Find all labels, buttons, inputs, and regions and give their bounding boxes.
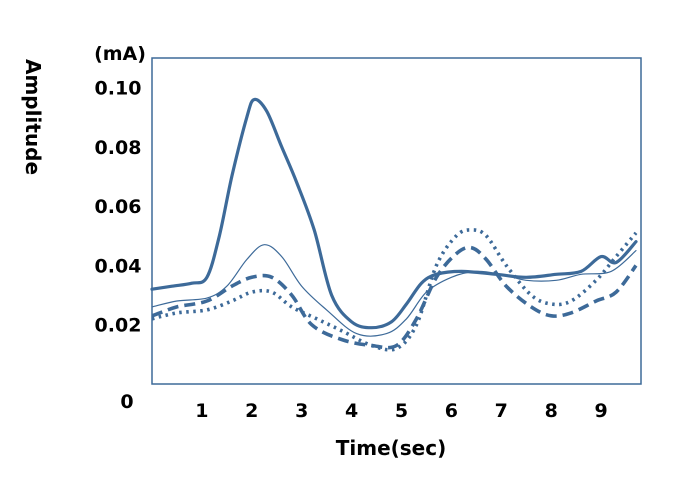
series-line-1-solid-thick xyxy=(150,97,638,330)
y-unit-label: (mA) xyxy=(94,43,146,65)
y-tick-label: 0.06 xyxy=(95,196,142,218)
y-tick-label: 0.02 xyxy=(95,315,142,337)
x-tick-label: 3 xyxy=(295,400,308,422)
y-tick-label: 0.10 xyxy=(95,78,142,100)
plot-frame xyxy=(151,57,642,385)
origin-label: 0 xyxy=(120,391,133,413)
series-line-4-dotted xyxy=(151,228,638,352)
x-tick-labels: 1 2 3 4 5 6 7 8 9 xyxy=(195,400,607,422)
y-tick-label: 0.08 xyxy=(95,137,142,159)
series-line-3-dashed xyxy=(151,245,638,350)
x-tick-label: 1 xyxy=(195,400,208,422)
x-tick-label: 6 xyxy=(445,400,458,422)
x-tick-label: 2 xyxy=(245,400,258,422)
y-axis-label: Amplitude xyxy=(21,59,45,175)
x-tick-label: 5 xyxy=(395,400,408,422)
x-axis-label: Time(sec) xyxy=(336,436,447,460)
series-layer xyxy=(150,97,638,352)
y-tick-labels: 0.02 0.04 0.06 0.08 0.10 xyxy=(95,78,142,337)
x-tick-label: 4 xyxy=(345,400,358,422)
series-line-2-solid-thin xyxy=(151,244,637,337)
x-tick-label: 9 xyxy=(594,400,607,422)
x-tick-label: 8 xyxy=(545,400,558,422)
x-tick-label: 7 xyxy=(495,400,508,422)
y-tick-label: 0.04 xyxy=(95,255,142,277)
